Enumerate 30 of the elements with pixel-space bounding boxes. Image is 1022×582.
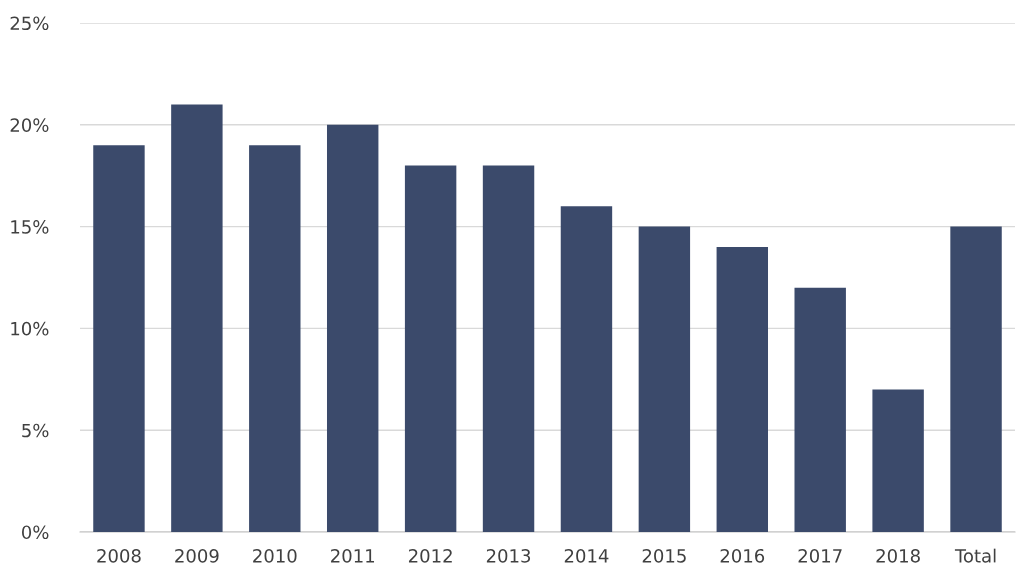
bar	[794, 287, 846, 532]
x-tick-label: 2009	[175, 548, 219, 563]
bar	[327, 124, 379, 532]
bar	[93, 145, 145, 532]
x-tick-label: 2012	[408, 548, 452, 563]
bar	[638, 226, 691, 532]
x-tick-label: 2018	[876, 548, 920, 563]
bar	[482, 165, 535, 532]
x-tick-label: 2013	[486, 548, 531, 563]
x-tick-label: 2008	[97, 548, 141, 563]
x-tick-label: 2016	[720, 548, 765, 563]
x-tick-label: 2010	[253, 548, 297, 563]
bar	[872, 389, 924, 532]
x-tick-label: 2011	[331, 548, 375, 563]
y-tick-label: 15%	[11, 220, 49, 234]
bar	[950, 226, 1002, 532]
x-tick-label: 2014	[564, 548, 609, 563]
x-tick-label: 2017	[798, 548, 842, 563]
y-tick-label: 0%	[21, 525, 49, 540]
x-tick-label: 2015	[642, 548, 686, 563]
y-tick-label: 10%	[11, 321, 49, 336]
bar	[404, 165, 457, 532]
bar	[560, 206, 613, 532]
y-tick-label: 5%	[22, 423, 49, 438]
bar	[171, 104, 223, 532]
y-tick-label: 20%	[10, 118, 49, 132]
y-tick-label: 25%	[10, 16, 49, 31]
x-tick-label: Total	[954, 548, 996, 563]
bar	[249, 145, 301, 532]
bar	[716, 246, 768, 532]
